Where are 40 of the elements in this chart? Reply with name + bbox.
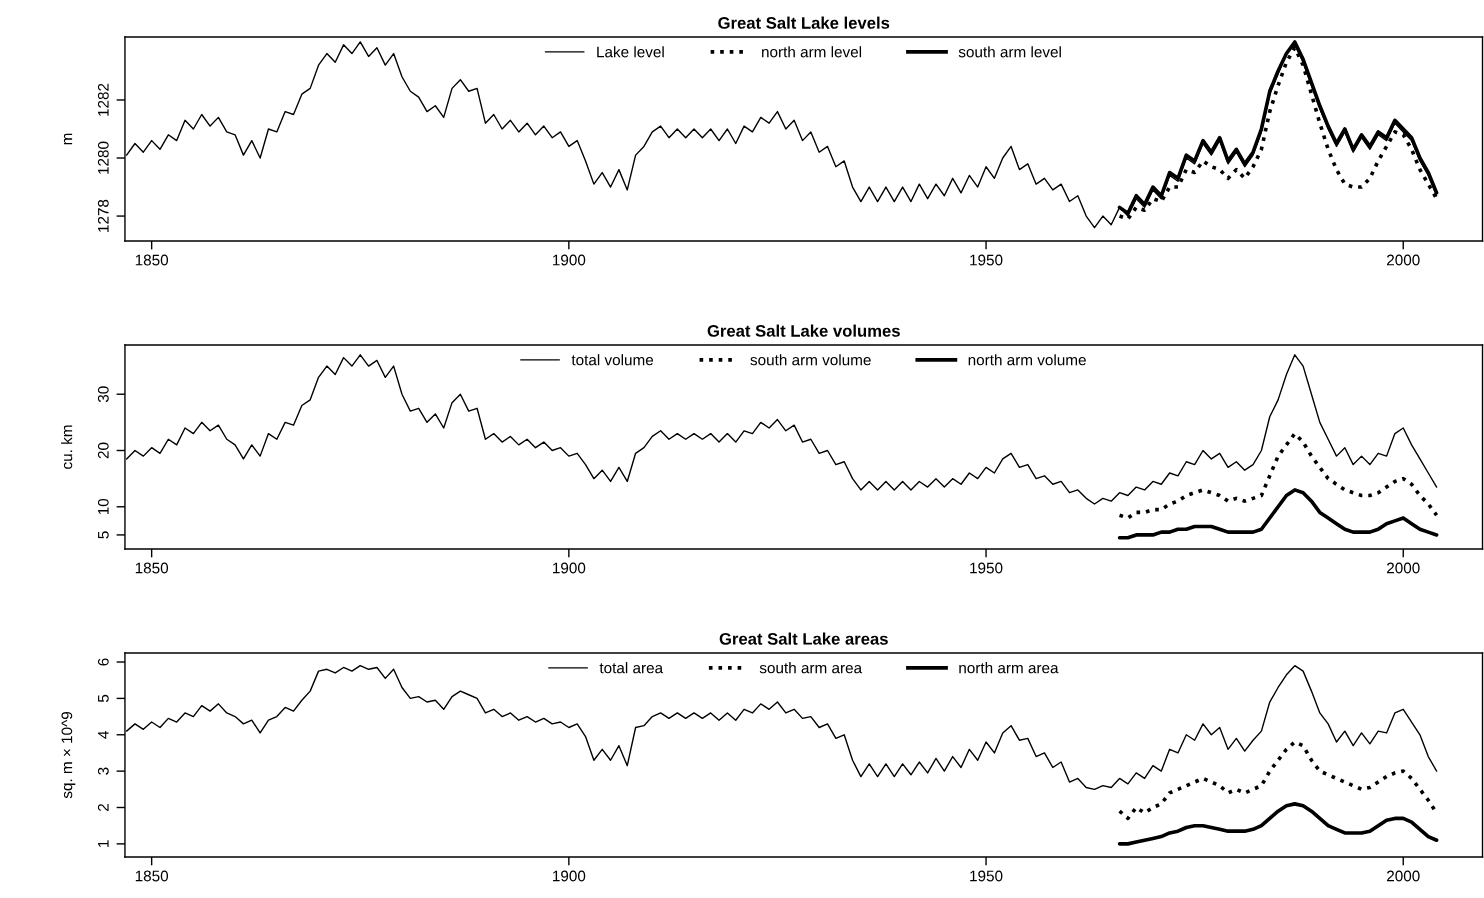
x-tick-label: 1850 bbox=[135, 870, 169, 882]
chart-title: Great Salt Lake areas bbox=[719, 632, 888, 645]
x-tick-label: 2000 bbox=[1387, 254, 1420, 266]
legend-label: total area bbox=[599, 662, 664, 674]
chart-title: Great Salt Lake levels bbox=[718, 16, 890, 29]
x-tick-label: 1900 bbox=[553, 870, 586, 882]
y-tick-label: 5 bbox=[98, 531, 109, 539]
legend-label: north arm area bbox=[959, 662, 1059, 674]
y-tick-label: 20 bbox=[97, 442, 109, 459]
legend-label: north arm level bbox=[762, 46, 862, 58]
chart-title: Great Salt Lake volumes bbox=[707, 324, 900, 337]
x-tick-label: 1950 bbox=[970, 562, 1003, 574]
y-tick-label: 1278 bbox=[97, 199, 109, 232]
legend-label: south arm area bbox=[759, 662, 863, 674]
legend-label: north arm volume bbox=[968, 354, 1086, 366]
x-tick-label: 1950 bbox=[970, 870, 1003, 882]
y-tick-label: 3 bbox=[97, 767, 109, 775]
x-tick-label: 1900 bbox=[553, 254, 586, 266]
x-tick-label: 1900 bbox=[553, 562, 586, 574]
x-tick-label: 1850 bbox=[135, 562, 169, 574]
y-axis-title: m bbox=[63, 133, 73, 145]
y-axis-title: sq. m × 10^9 bbox=[61, 711, 76, 799]
legend-label: south arm level bbox=[958, 46, 1061, 58]
x-tick-label: 2000 bbox=[1387, 562, 1420, 574]
y-axis-title: cu. km bbox=[61, 425, 73, 469]
y-tick-label: 6 bbox=[97, 658, 109, 666]
y-tick-label: 1282 bbox=[97, 83, 109, 116]
x-tick-label: 2000 bbox=[1387, 870, 1420, 882]
legend-label: south arm volume bbox=[750, 354, 871, 366]
y-tick-label: 5 bbox=[98, 694, 109, 703]
y-tick-label: 10 bbox=[97, 498, 109, 515]
y-tick-label: 2 bbox=[97, 804, 109, 811]
y-tick-label: 1280 bbox=[97, 141, 109, 174]
x-tick-label: 1850 bbox=[135, 254, 169, 266]
y-tick-label: 4 bbox=[98, 730, 109, 739]
y-tick-label: 1 bbox=[98, 840, 109, 847]
x-tick-label: 1950 bbox=[970, 254, 1003, 266]
y-tick-label: 30 bbox=[97, 386, 109, 403]
legend-label: Lake level bbox=[597, 46, 664, 58]
legend-label: total volume bbox=[571, 354, 654, 366]
